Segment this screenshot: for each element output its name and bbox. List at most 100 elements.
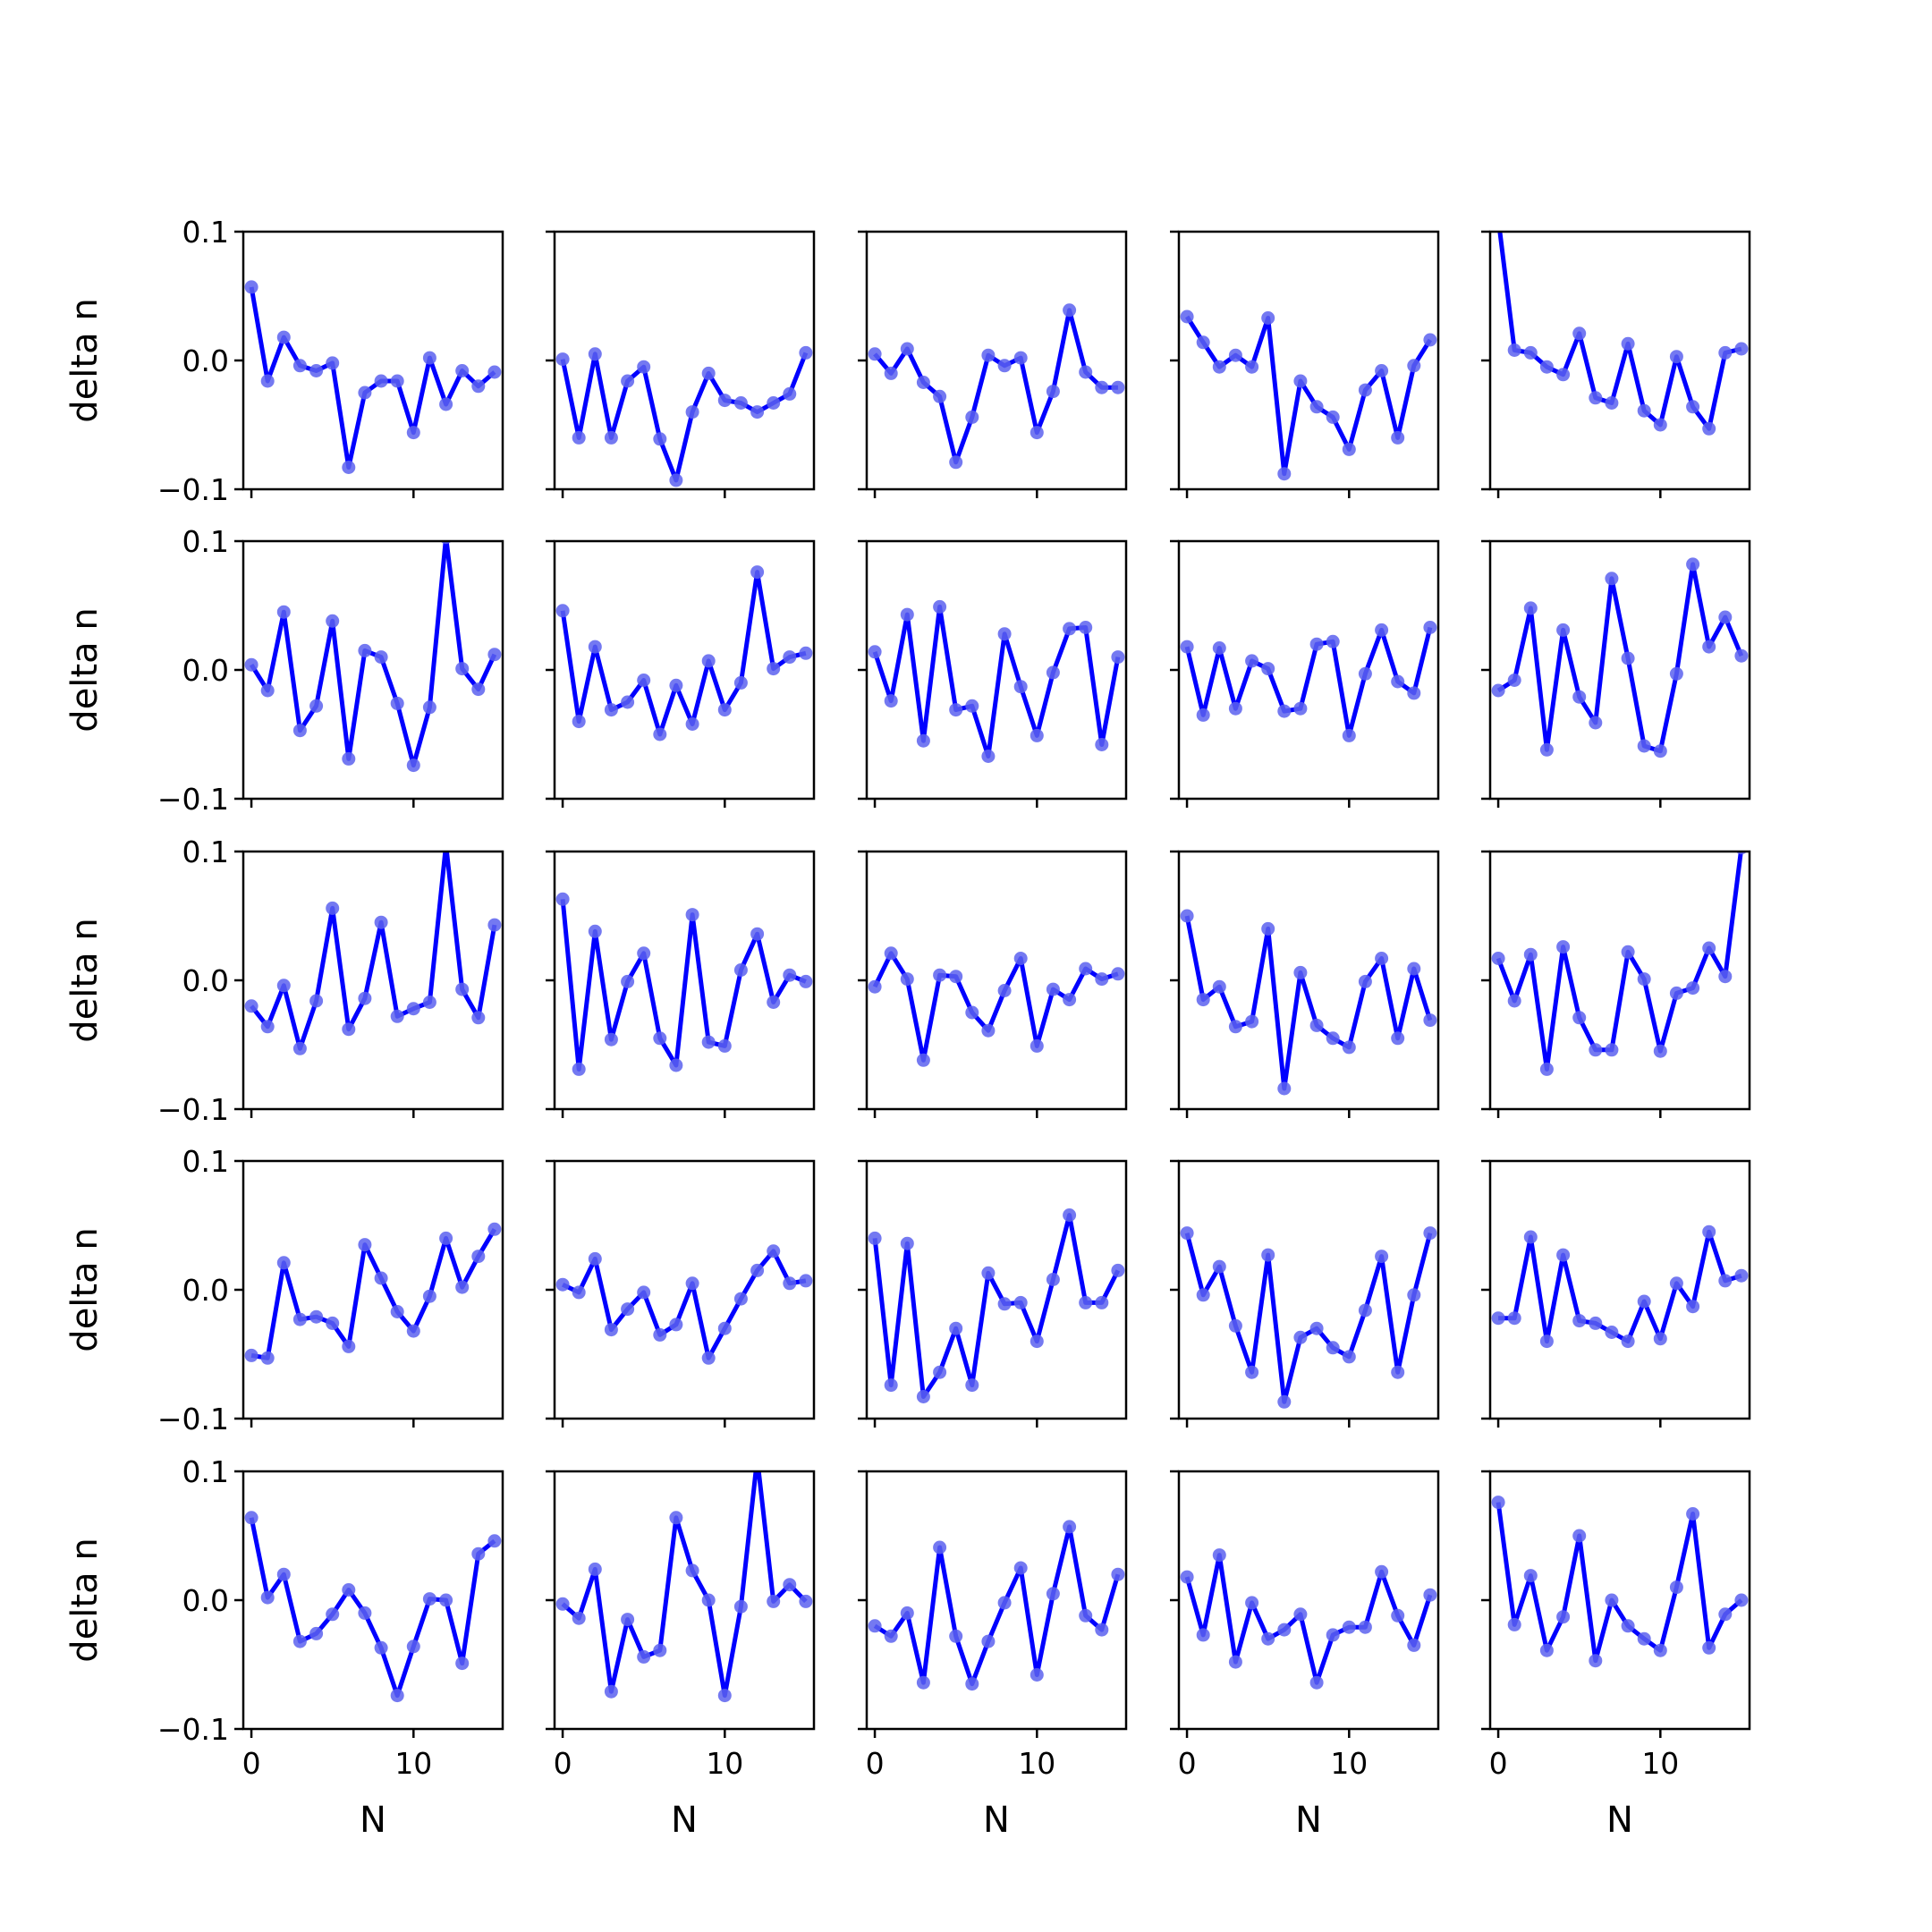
data-point (1309, 1321, 1324, 1335)
data-point (487, 648, 502, 662)
data-point (1358, 1303, 1372, 1318)
data-point (884, 366, 898, 380)
data-point (260, 683, 275, 698)
data-point (1079, 1608, 1093, 1623)
series-line (562, 1249, 807, 1360)
data-point (1523, 345, 1538, 360)
data-point (653, 1643, 667, 1657)
data-point (1046, 982, 1060, 996)
data-point (276, 330, 291, 344)
x-tick-label: 0 (1489, 1746, 1508, 1781)
subplot-r0-c4 (1481, 230, 1751, 498)
data-point (1407, 962, 1421, 976)
data-point (604, 430, 618, 445)
axes-frame (1488, 1159, 1751, 1420)
data-point (1063, 1520, 1077, 1534)
y-tick-label: 0.1 (182, 215, 229, 250)
data-point (1734, 342, 1749, 356)
data-point (981, 348, 996, 362)
data-point (717, 703, 732, 717)
data-point (244, 1348, 258, 1362)
data-point (309, 1309, 324, 1324)
data-point (1293, 701, 1308, 716)
data-point (1277, 1623, 1292, 1637)
data-point (1621, 336, 1635, 351)
x-tick-label: 0 (1178, 1746, 1197, 1781)
data-point (260, 1020, 275, 1034)
series-line (249, 541, 497, 768)
data-point (406, 426, 420, 440)
data-point (1589, 716, 1603, 730)
subplot-r1-c1 (546, 539, 816, 808)
data-point (916, 1053, 930, 1067)
data-point (276, 1256, 291, 1270)
data-point (1507, 1617, 1521, 1631)
data-point (669, 1511, 683, 1525)
data-point (1095, 972, 1109, 987)
data-point (1293, 965, 1308, 979)
data-point (868, 645, 882, 659)
data-point (1507, 994, 1521, 1008)
x-axis-label: N (983, 1800, 1010, 1841)
data-point (733, 963, 748, 977)
data-point (342, 1022, 356, 1037)
data-point (1095, 1295, 1109, 1309)
data-point (1391, 674, 1405, 689)
data-point (1653, 1332, 1667, 1346)
data-point (884, 1629, 898, 1643)
data-point (1180, 640, 1194, 654)
data-point (1605, 572, 1619, 586)
data-point (717, 1038, 732, 1053)
data-point (621, 1302, 635, 1317)
data-point (916, 376, 930, 389)
data-point (358, 991, 372, 1005)
subplot-r4-c2: 0 10N (858, 1470, 1128, 1841)
data-point (471, 1546, 486, 1561)
data-point (997, 627, 1012, 641)
data-point (669, 473, 683, 487)
axes-frame (1177, 1159, 1440, 1420)
data-point (1228, 701, 1242, 716)
data-point (1605, 1043, 1619, 1057)
data-point (1375, 952, 1389, 965)
series-line (1184, 1553, 1433, 1685)
data-point (799, 646, 813, 660)
data-point (326, 1607, 340, 1622)
data-point (868, 347, 882, 361)
data-point (868, 979, 882, 994)
data-point (455, 662, 470, 676)
data-point (1245, 360, 1259, 374)
data-point (1523, 1569, 1538, 1583)
data-point (292, 1041, 307, 1055)
data-point (1718, 610, 1733, 624)
data-point (1309, 637, 1324, 651)
data-point (1326, 1031, 1340, 1046)
data-point (1013, 1295, 1028, 1309)
y-tick-label: 0.1 (182, 835, 229, 869)
data-point (358, 1238, 372, 1252)
data-point (916, 1390, 930, 1403)
data-point (933, 1365, 947, 1379)
data-point (900, 1606, 914, 1620)
x-tick-label: 10 (394, 1746, 432, 1781)
data-point (884, 694, 898, 708)
data-point (1228, 348, 1242, 362)
data-point (1734, 1593, 1749, 1607)
data-point (309, 1626, 324, 1640)
data-point (406, 758, 420, 773)
data-point (1095, 380, 1109, 394)
data-point (669, 678, 683, 692)
data-point (1669, 1580, 1683, 1595)
y-tick-label: 0.1 (182, 1144, 229, 1179)
data-point (1734, 1268, 1749, 1283)
y-tick-label: 0.1 (182, 524, 229, 559)
series-group (1491, 557, 1749, 758)
data-point (555, 1277, 570, 1292)
data-point (1111, 650, 1125, 665)
data-point (1621, 1335, 1635, 1349)
series-group (1180, 1226, 1437, 1409)
subplot-r2-c1 (546, 850, 816, 1118)
series-line (1496, 1502, 1743, 1664)
data-point (1523, 947, 1538, 962)
